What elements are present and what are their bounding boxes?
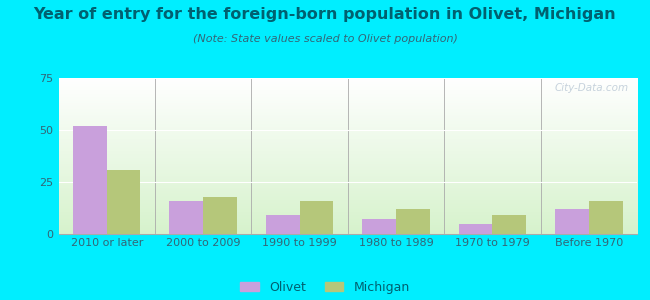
Bar: [362, 219, 396, 234]
Bar: [589, 201, 623, 234]
Bar: [300, 201, 333, 234]
Bar: [203, 196, 237, 234]
Bar: [493, 215, 526, 234]
Text: (Note: State values scaled to Olivet population): (Note: State values scaled to Olivet pop…: [192, 34, 458, 44]
Bar: [73, 126, 107, 234]
Bar: [396, 209, 430, 234]
Bar: [266, 215, 300, 234]
Bar: [107, 169, 140, 234]
Text: Year of entry for the foreign-born population in Olivet, Michigan: Year of entry for the foreign-born popul…: [34, 8, 616, 22]
Text: City-Data.com: City-Data.com: [554, 83, 629, 93]
Bar: [459, 224, 493, 234]
Legend: Olivet, Michigan: Olivet, Michigan: [240, 281, 410, 294]
Bar: [555, 209, 589, 234]
Bar: [170, 201, 203, 234]
